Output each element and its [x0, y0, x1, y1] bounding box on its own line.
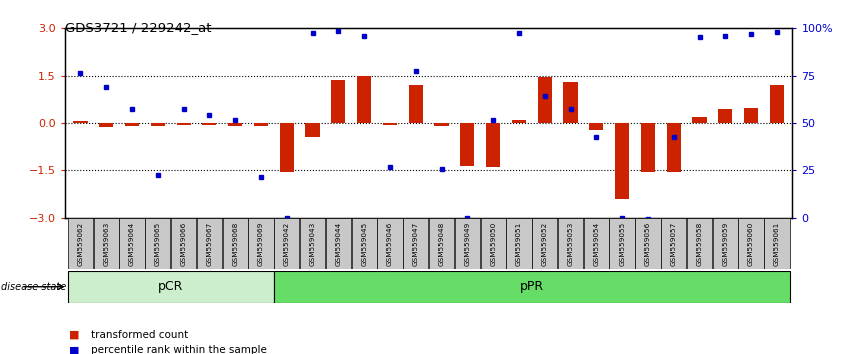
Text: pPR: pPR: [520, 280, 544, 293]
Text: GSM559059: GSM559059: [722, 221, 728, 266]
Bar: [125, 123, 139, 126]
FancyBboxPatch shape: [532, 218, 558, 269]
Text: GSM559054: GSM559054: [593, 221, 599, 266]
FancyBboxPatch shape: [275, 218, 300, 269]
FancyBboxPatch shape: [378, 218, 403, 269]
FancyBboxPatch shape: [68, 218, 93, 269]
Text: GSM559063: GSM559063: [103, 221, 109, 266]
Text: GSM559062: GSM559062: [77, 221, 83, 266]
Text: GSM559066: GSM559066: [181, 221, 186, 266]
FancyBboxPatch shape: [507, 218, 532, 269]
Bar: [306, 123, 320, 137]
FancyBboxPatch shape: [429, 218, 454, 269]
Text: ■: ■: [69, 346, 80, 354]
Text: GSM559047: GSM559047: [413, 221, 419, 266]
Text: GSM559044: GSM559044: [335, 221, 341, 266]
Bar: [435, 123, 449, 126]
Bar: [357, 76, 372, 123]
FancyBboxPatch shape: [352, 218, 377, 269]
Bar: [718, 109, 733, 123]
Text: transformed count: transformed count: [91, 330, 188, 339]
FancyBboxPatch shape: [326, 218, 351, 269]
Text: GSM559067: GSM559067: [206, 221, 212, 266]
Text: GSM559053: GSM559053: [567, 221, 573, 266]
Bar: [538, 77, 552, 123]
Text: GSM559065: GSM559065: [155, 221, 161, 266]
Bar: [693, 117, 707, 123]
FancyBboxPatch shape: [739, 218, 764, 269]
FancyBboxPatch shape: [636, 218, 661, 269]
FancyBboxPatch shape: [610, 218, 635, 269]
Text: GSM559055: GSM559055: [619, 221, 625, 266]
Text: disease state: disease state: [1, 282, 66, 292]
FancyBboxPatch shape: [300, 218, 326, 269]
Bar: [667, 123, 681, 172]
Bar: [203, 123, 216, 125]
FancyBboxPatch shape: [120, 218, 145, 269]
Text: percentile rank within the sample: percentile rank within the sample: [91, 346, 267, 354]
FancyBboxPatch shape: [713, 218, 738, 269]
Text: GSM559043: GSM559043: [309, 221, 315, 266]
Text: GSM559048: GSM559048: [438, 221, 444, 266]
FancyBboxPatch shape: [249, 218, 274, 269]
Text: GSM559051: GSM559051: [516, 221, 522, 266]
Bar: [383, 123, 397, 125]
Text: GDS3721 / 229242_at: GDS3721 / 229242_at: [65, 21, 211, 34]
Bar: [744, 108, 759, 123]
Text: pCR: pCR: [158, 280, 184, 293]
Bar: [589, 123, 604, 130]
Bar: [615, 123, 630, 199]
FancyBboxPatch shape: [94, 218, 119, 269]
Text: GSM559057: GSM559057: [671, 221, 676, 266]
Text: GSM559042: GSM559042: [284, 221, 290, 266]
Bar: [641, 123, 655, 172]
Bar: [254, 123, 268, 126]
Text: GSM559052: GSM559052: [542, 221, 548, 266]
Bar: [770, 85, 784, 123]
Bar: [99, 123, 113, 127]
Bar: [486, 123, 501, 167]
Bar: [460, 123, 475, 166]
FancyBboxPatch shape: [171, 218, 197, 269]
Bar: [332, 80, 346, 123]
Text: GSM559045: GSM559045: [361, 221, 367, 266]
Text: GSM559058: GSM559058: [696, 221, 702, 266]
Text: GSM559056: GSM559056: [645, 221, 651, 266]
Bar: [74, 121, 87, 123]
FancyBboxPatch shape: [404, 218, 429, 269]
FancyBboxPatch shape: [661, 218, 687, 269]
Text: GSM559046: GSM559046: [387, 221, 393, 266]
Bar: [280, 123, 294, 172]
Bar: [228, 123, 242, 126]
Text: GSM559049: GSM559049: [464, 221, 470, 266]
Text: GSM559050: GSM559050: [490, 221, 496, 266]
FancyBboxPatch shape: [687, 218, 712, 269]
Text: GSM559064: GSM559064: [129, 221, 135, 266]
FancyBboxPatch shape: [223, 218, 248, 269]
Text: GSM559068: GSM559068: [232, 221, 238, 266]
FancyBboxPatch shape: [197, 218, 222, 269]
FancyBboxPatch shape: [455, 218, 480, 269]
FancyBboxPatch shape: [481, 218, 506, 269]
FancyBboxPatch shape: [145, 218, 171, 269]
Bar: [177, 123, 191, 125]
Bar: [564, 82, 578, 123]
FancyBboxPatch shape: [765, 218, 790, 269]
Text: ■: ■: [69, 330, 80, 339]
Text: GSM559061: GSM559061: [774, 221, 780, 266]
Text: GSM559060: GSM559060: [748, 221, 754, 266]
Bar: [409, 85, 423, 123]
Bar: [68, 271, 274, 303]
Bar: [512, 120, 526, 123]
FancyBboxPatch shape: [558, 218, 583, 269]
Text: GSM559069: GSM559069: [258, 221, 264, 266]
Bar: [151, 123, 165, 126]
Bar: [274, 271, 790, 303]
FancyBboxPatch shape: [584, 218, 609, 269]
